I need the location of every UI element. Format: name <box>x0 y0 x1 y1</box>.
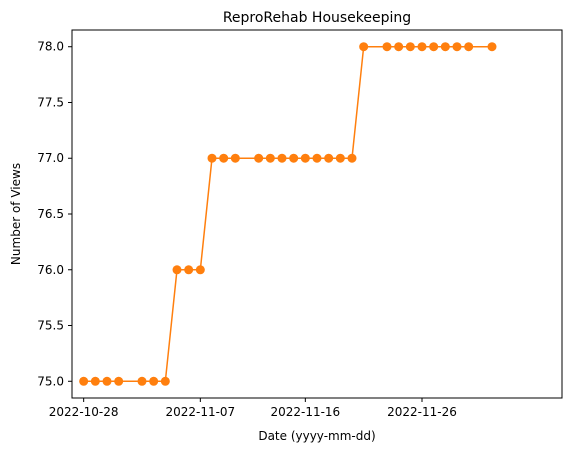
data-point <box>429 42 439 52</box>
data-point <box>359 42 369 52</box>
data-point <box>464 42 474 52</box>
data-point <box>452 42 462 52</box>
data-point <box>79 376 89 386</box>
data-point <box>382 42 392 52</box>
data-point <box>160 376 170 386</box>
data-point <box>277 153 287 163</box>
data-point <box>149 376 159 386</box>
x-tick-label: 2022-11-16 <box>270 405 340 419</box>
y-tick-label: 76.0 <box>37 263 64 277</box>
data-point <box>312 153 322 163</box>
y-tick-label: 75.0 <box>37 374 64 388</box>
x-axis-label: Date (yyyy-mm-dd) <box>258 429 375 443</box>
data-point <box>487 42 497 52</box>
data-point <box>254 153 264 163</box>
data-point <box>300 153 310 163</box>
data-point <box>195 265 205 275</box>
data-point <box>207 153 217 163</box>
data-point <box>347 153 357 163</box>
chart-title: ReproRehab Housekeeping <box>223 10 411 26</box>
data-point <box>405 42 415 52</box>
plot-area <box>79 42 497 386</box>
y-tick-label: 77.5 <box>37 95 64 109</box>
data-point <box>440 42 450 52</box>
y-tick-label: 78.0 <box>37 40 64 54</box>
data-point <box>394 42 404 52</box>
x-tick-label: 2022-10-28 <box>49 405 119 419</box>
data-point <box>137 376 147 386</box>
data-point <box>102 376 112 386</box>
data-point <box>417 42 427 52</box>
y-axis: 75.0 75.5 76.0 76.5 77.0 77.5 78.0 <box>37 40 72 388</box>
x-tick-label: 2022-11-26 <box>387 405 457 419</box>
y-tick-label: 77.0 <box>37 151 64 165</box>
data-point <box>289 153 299 163</box>
data-point <box>335 153 345 163</box>
data-point <box>90 376 100 386</box>
data-point <box>324 153 334 163</box>
y-tick-label: 76.5 <box>37 207 64 221</box>
data-point <box>265 153 275 163</box>
data-point <box>219 153 229 163</box>
x-tick-label: 2022-11-07 <box>165 405 235 419</box>
data-point <box>230 153 240 163</box>
data-point <box>114 376 124 386</box>
y-axis-label: Number of Views <box>9 163 23 265</box>
data-point <box>184 265 194 275</box>
x-axis: 2022-10-28 2022-11-07 2022-11-16 2022-11-26 <box>49 398 457 419</box>
data-point <box>172 265 182 275</box>
y-tick-label: 75.5 <box>37 319 64 333</box>
